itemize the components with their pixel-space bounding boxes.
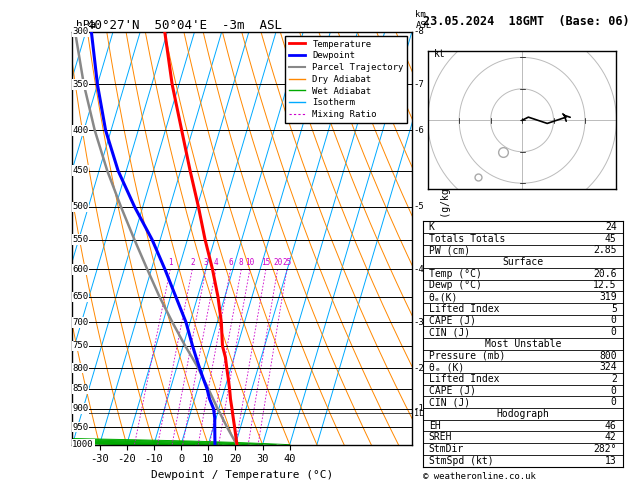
Text: 500: 500: [72, 202, 89, 211]
Text: kt: kt: [434, 50, 446, 59]
Text: 4: 4: [214, 259, 218, 267]
Text: Lifted Index: Lifted Index: [429, 374, 499, 384]
Text: Hodograph: Hodograph: [496, 409, 549, 419]
Text: Temp (°C): Temp (°C): [429, 269, 482, 279]
Text: Totals Totals: Totals Totals: [429, 234, 505, 243]
Text: 25: 25: [282, 259, 291, 267]
Text: 319: 319: [599, 292, 616, 302]
Text: Mixing Ratio (g/kg): Mixing Ratio (g/kg): [441, 182, 451, 294]
Text: -1: -1: [414, 404, 425, 413]
Text: 450: 450: [72, 166, 89, 175]
Text: 950: 950: [72, 423, 89, 432]
Text: 3: 3: [204, 259, 208, 267]
Text: θₑ (K): θₑ (K): [429, 362, 464, 372]
Text: 800: 800: [72, 364, 89, 373]
Text: 0: 0: [611, 397, 616, 407]
Text: 15: 15: [261, 259, 270, 267]
Text: K: K: [429, 222, 435, 232]
Text: 5: 5: [611, 304, 616, 314]
Text: 23.05.2024  18GMT  (Base: 06): 23.05.2024 18GMT (Base: 06): [423, 15, 629, 28]
Text: 1000: 1000: [72, 440, 94, 449]
Text: 20: 20: [273, 259, 282, 267]
Text: 0: 0: [611, 315, 616, 326]
Text: 42: 42: [605, 433, 616, 442]
Text: -8: -8: [414, 27, 425, 36]
Text: Dewp (°C): Dewp (°C): [429, 280, 482, 291]
Text: 1LCL: 1LCL: [414, 409, 433, 417]
Text: 600: 600: [72, 265, 89, 274]
Text: CIN (J): CIN (J): [429, 397, 470, 407]
Text: 10: 10: [245, 259, 255, 267]
Text: CIN (J): CIN (J): [429, 327, 470, 337]
Text: © weatheronline.co.uk: © weatheronline.co.uk: [423, 472, 535, 481]
Text: 400: 400: [72, 126, 89, 135]
Text: -5: -5: [414, 202, 425, 211]
Text: hPa: hPa: [75, 19, 96, 30]
Text: Most Unstable: Most Unstable: [484, 339, 561, 349]
Text: 350: 350: [72, 80, 89, 89]
Text: 45: 45: [605, 234, 616, 243]
Text: 40°27'N  50°04'E  -3m  ASL: 40°27'N 50°04'E -3m ASL: [72, 18, 282, 32]
Text: 1: 1: [168, 259, 172, 267]
Text: 6: 6: [228, 259, 233, 267]
Text: 0: 0: [611, 385, 616, 396]
Text: 2.85: 2.85: [593, 245, 616, 255]
Text: 750: 750: [72, 342, 89, 350]
Text: CAPE (J): CAPE (J): [429, 315, 476, 326]
X-axis label: Dewpoint / Temperature (°C): Dewpoint / Temperature (°C): [151, 470, 333, 480]
Text: -7: -7: [414, 80, 425, 89]
Text: StmDir: StmDir: [429, 444, 464, 454]
Text: 2: 2: [190, 259, 194, 267]
Text: Lifted Index: Lifted Index: [429, 304, 499, 314]
Text: PW (cm): PW (cm): [429, 245, 470, 255]
Text: 650: 650: [72, 293, 89, 301]
Text: 24: 24: [605, 222, 616, 232]
Text: θₑ(K): θₑ(K): [429, 292, 458, 302]
Text: 900: 900: [72, 404, 89, 413]
Text: 0: 0: [611, 327, 616, 337]
Text: Surface: Surface: [502, 257, 543, 267]
Text: -2: -2: [414, 364, 425, 373]
Text: 324: 324: [599, 362, 616, 372]
Text: StmSpd (kt): StmSpd (kt): [429, 456, 493, 466]
Text: 800: 800: [599, 350, 616, 361]
Text: 12.5: 12.5: [593, 280, 616, 291]
Legend: Temperature, Dewpoint, Parcel Trajectory, Dry Adiabat, Wet Adiabat, Isotherm, Mi: Temperature, Dewpoint, Parcel Trajectory…: [286, 36, 408, 122]
Text: 300: 300: [72, 27, 89, 36]
Text: 700: 700: [72, 318, 89, 327]
Text: Pressure (mb): Pressure (mb): [429, 350, 505, 361]
Text: 850: 850: [72, 384, 89, 394]
Text: CAPE (J): CAPE (J): [429, 385, 476, 396]
Text: SREH: SREH: [429, 433, 452, 442]
Text: 282°: 282°: [593, 444, 616, 454]
Text: -6: -6: [414, 126, 425, 135]
Text: 2: 2: [611, 374, 616, 384]
Text: -4: -4: [414, 265, 425, 274]
Text: 13: 13: [605, 456, 616, 466]
Text: EH: EH: [429, 421, 440, 431]
Text: 8: 8: [239, 259, 243, 267]
Text: km
ASL: km ASL: [415, 10, 431, 30]
Text: -3: -3: [414, 318, 425, 327]
Text: 550: 550: [72, 235, 89, 244]
Text: 46: 46: [605, 421, 616, 431]
Text: 20.6: 20.6: [593, 269, 616, 279]
